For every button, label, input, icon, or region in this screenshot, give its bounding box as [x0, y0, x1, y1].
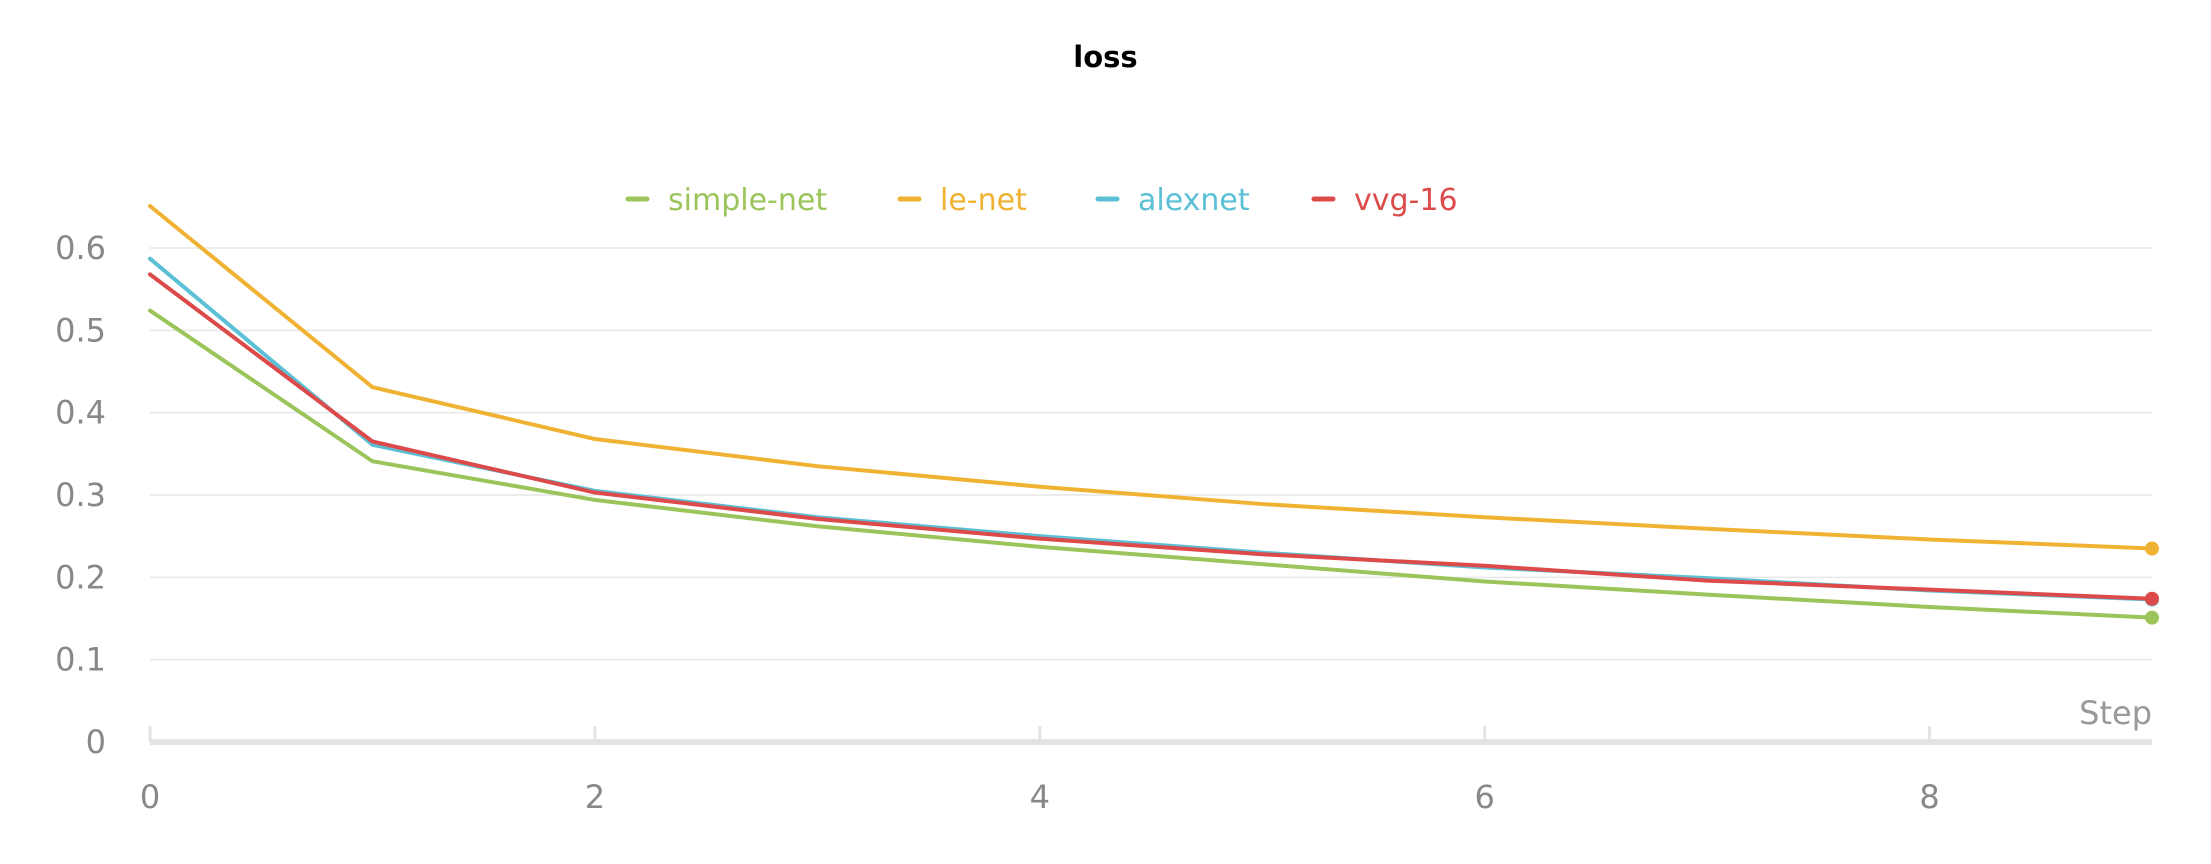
- legend-label: le-net: [940, 183, 1027, 218]
- y-tick-label: 0.4: [55, 394, 106, 432]
- y-tick-label: 0.5: [55, 311, 106, 349]
- series-end-point: [2145, 591, 2159, 606]
- y-tick-label: 0: [86, 723, 106, 761]
- y-tick-label: 0.2: [55, 558, 106, 596]
- x-tick-label: 8: [1919, 778, 1939, 816]
- x-tick-label: 0: [140, 778, 160, 816]
- y-tick-label: 0.3: [55, 476, 106, 514]
- x-axis-label: Step: [2079, 694, 2152, 732]
- legend-label: simple-net: [668, 183, 827, 218]
- legend-item[interactable]: le-net: [897, 183, 1027, 218]
- x-tick-label: 6: [1474, 778, 1494, 816]
- series-line: [148, 204, 2154, 551]
- legend-item[interactable]: vvg-16: [1311, 183, 1458, 218]
- y-tick-label: 0.6: [55, 229, 106, 267]
- y-tick-label: 0.1: [55, 641, 106, 679]
- legend-item[interactable]: simple-net: [625, 183, 827, 218]
- y-axis: 0 0.1 0.2 0.3 0.4 0.5 0.6: [55, 229, 106, 761]
- legend-label: alexnet: [1138, 183, 1250, 218]
- x-axis: 0 2 4 6 8: [140, 726, 2152, 816]
- series-end-point: [2145, 610, 2159, 625]
- series-lines: [148, 204, 2159, 625]
- legend-label: vvg-16: [1354, 183, 1458, 218]
- chart-title: loss: [1073, 40, 1138, 74]
- grid-lines: [150, 247, 2152, 661]
- x-tick-label: 2: [585, 778, 605, 816]
- legend-item[interactable]: alexnet: [1095, 183, 1250, 218]
- series-end-point: [2145, 541, 2159, 556]
- x-tick-label: 4: [1030, 778, 1050, 816]
- legend[interactable]: simple-net le-net alexnet vvg-16: [625, 183, 1458, 218]
- series-line: [148, 308, 2154, 620]
- series-line: [148, 272, 2154, 601]
